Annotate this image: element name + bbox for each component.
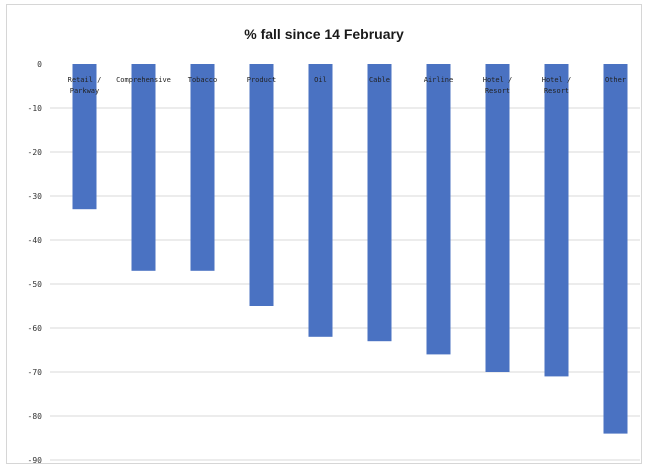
x-category-label: Tobacco: [188, 76, 218, 84]
bar: [131, 64, 156, 271]
y-tick-label: -20: [28, 148, 43, 157]
x-category-label: Airline: [424, 76, 454, 84]
gridlines: [50, 107, 640, 461]
y-tick-label: 0: [37, 60, 42, 69]
x-category-label: Hotel /: [483, 76, 513, 84]
x-axis-labels: Retail / Parkway Comprehensive Tobacco Produ…: [68, 76, 626, 95]
bar: [485, 64, 510, 372]
bar: [367, 64, 392, 342]
y-tick-label: -40: [28, 236, 43, 245]
x-category-label: Resort: [544, 87, 569, 95]
bar: [544, 64, 569, 377]
bar: [249, 64, 274, 306]
x-category-label: Oil: [314, 76, 327, 84]
bars: [72, 64, 628, 434]
bar: [190, 64, 215, 271]
x-category-label: Other: [605, 76, 626, 84]
y-tick-label: -30: [28, 192, 43, 201]
x-category-label: Comprehensive: [116, 76, 171, 84]
bar: [426, 64, 451, 355]
bar: [603, 64, 628, 434]
x-category-label: Cable: [369, 76, 390, 84]
bar: [308, 64, 333, 337]
y-axis-ticks: 0 -10 -20 -30 -40 -50 -60 -70 -80 -90: [28, 60, 43, 465]
y-tick-label: -50: [28, 280, 43, 289]
x-category-label: Product: [247, 76, 277, 84]
bar: [72, 64, 97, 210]
y-tick-label: -10: [28, 104, 43, 113]
x-category-label: Resort: [485, 87, 510, 95]
chart-title: % fall since 14 February: [244, 26, 404, 42]
y-tick-label: -90: [28, 456, 43, 465]
x-category-label: Hotel /: [542, 76, 572, 84]
x-category-label: Parkway: [70, 87, 100, 95]
x-category-label: Retail /: [68, 76, 102, 84]
y-tick-label: -70: [28, 368, 43, 377]
y-tick-label: -80: [28, 412, 43, 421]
y-tick-label: -60: [28, 324, 43, 333]
